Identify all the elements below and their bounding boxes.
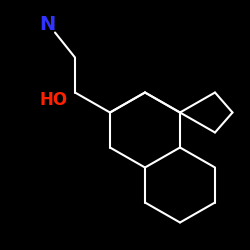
Text: HO: HO [40,91,68,109]
Text: N: N [40,16,56,34]
